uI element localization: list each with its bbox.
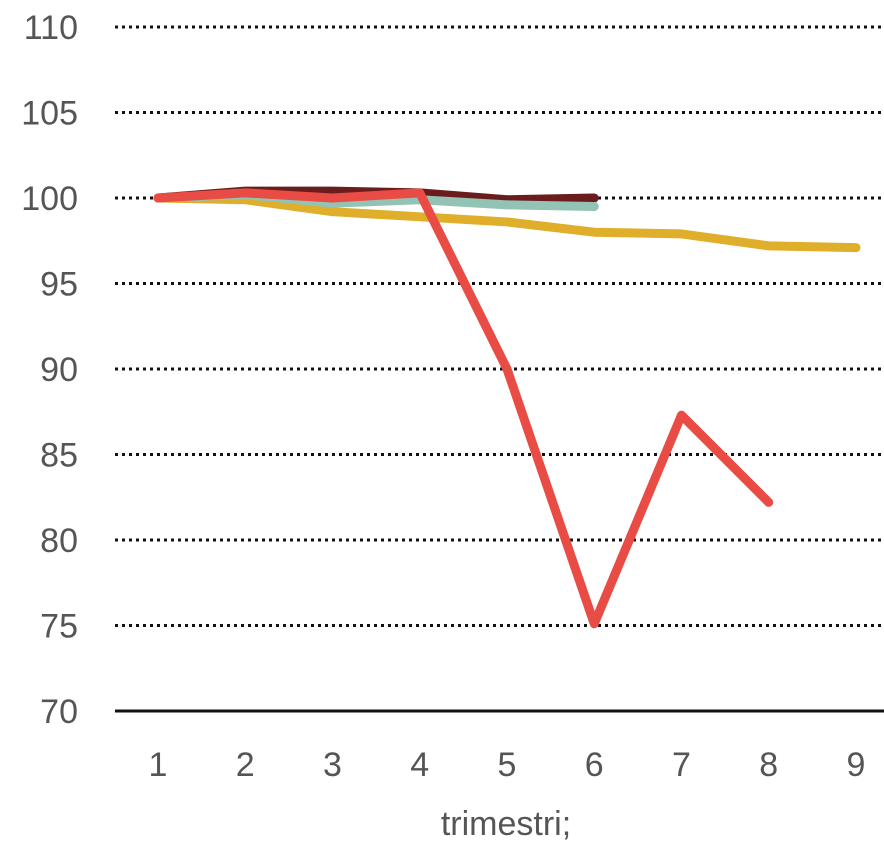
x-axis-title: trimestri; xyxy=(441,805,571,841)
x-tick-label: 1 xyxy=(149,746,168,784)
y-tick-label: 75 xyxy=(40,608,78,646)
grid-lines xyxy=(115,25,884,627)
y-tick-labels: 70 75 80 85 90 95 100 105 110 xyxy=(21,9,78,731)
y-tick-label: 70 xyxy=(40,693,78,731)
series-line-1 xyxy=(153,193,861,253)
series-lines xyxy=(153,186,861,629)
y-tick-label: 80 xyxy=(40,522,78,560)
y-tick-label: 105 xyxy=(21,95,78,133)
series-line-4 xyxy=(153,188,774,629)
y-tick-label: 85 xyxy=(40,437,78,475)
x-tick-label: 2 xyxy=(236,746,255,784)
x-tick-label: 9 xyxy=(847,746,866,784)
x-tick-label: 6 xyxy=(585,746,604,784)
y-tick-label: 110 xyxy=(24,9,78,47)
x-tick-label: 3 xyxy=(323,746,342,784)
x-tick-labels: 1 2 3 4 5 6 7 8 9 xyxy=(149,746,866,784)
x-tick-label: 8 xyxy=(759,746,778,784)
y-tick-label: 100 xyxy=(21,180,78,218)
x-tick-label: 5 xyxy=(498,746,517,784)
y-tick-label: 95 xyxy=(40,266,78,304)
y-tick-label: 90 xyxy=(40,351,78,389)
x-tick-label: 7 xyxy=(672,746,691,784)
x-tick-label: 4 xyxy=(410,746,429,784)
